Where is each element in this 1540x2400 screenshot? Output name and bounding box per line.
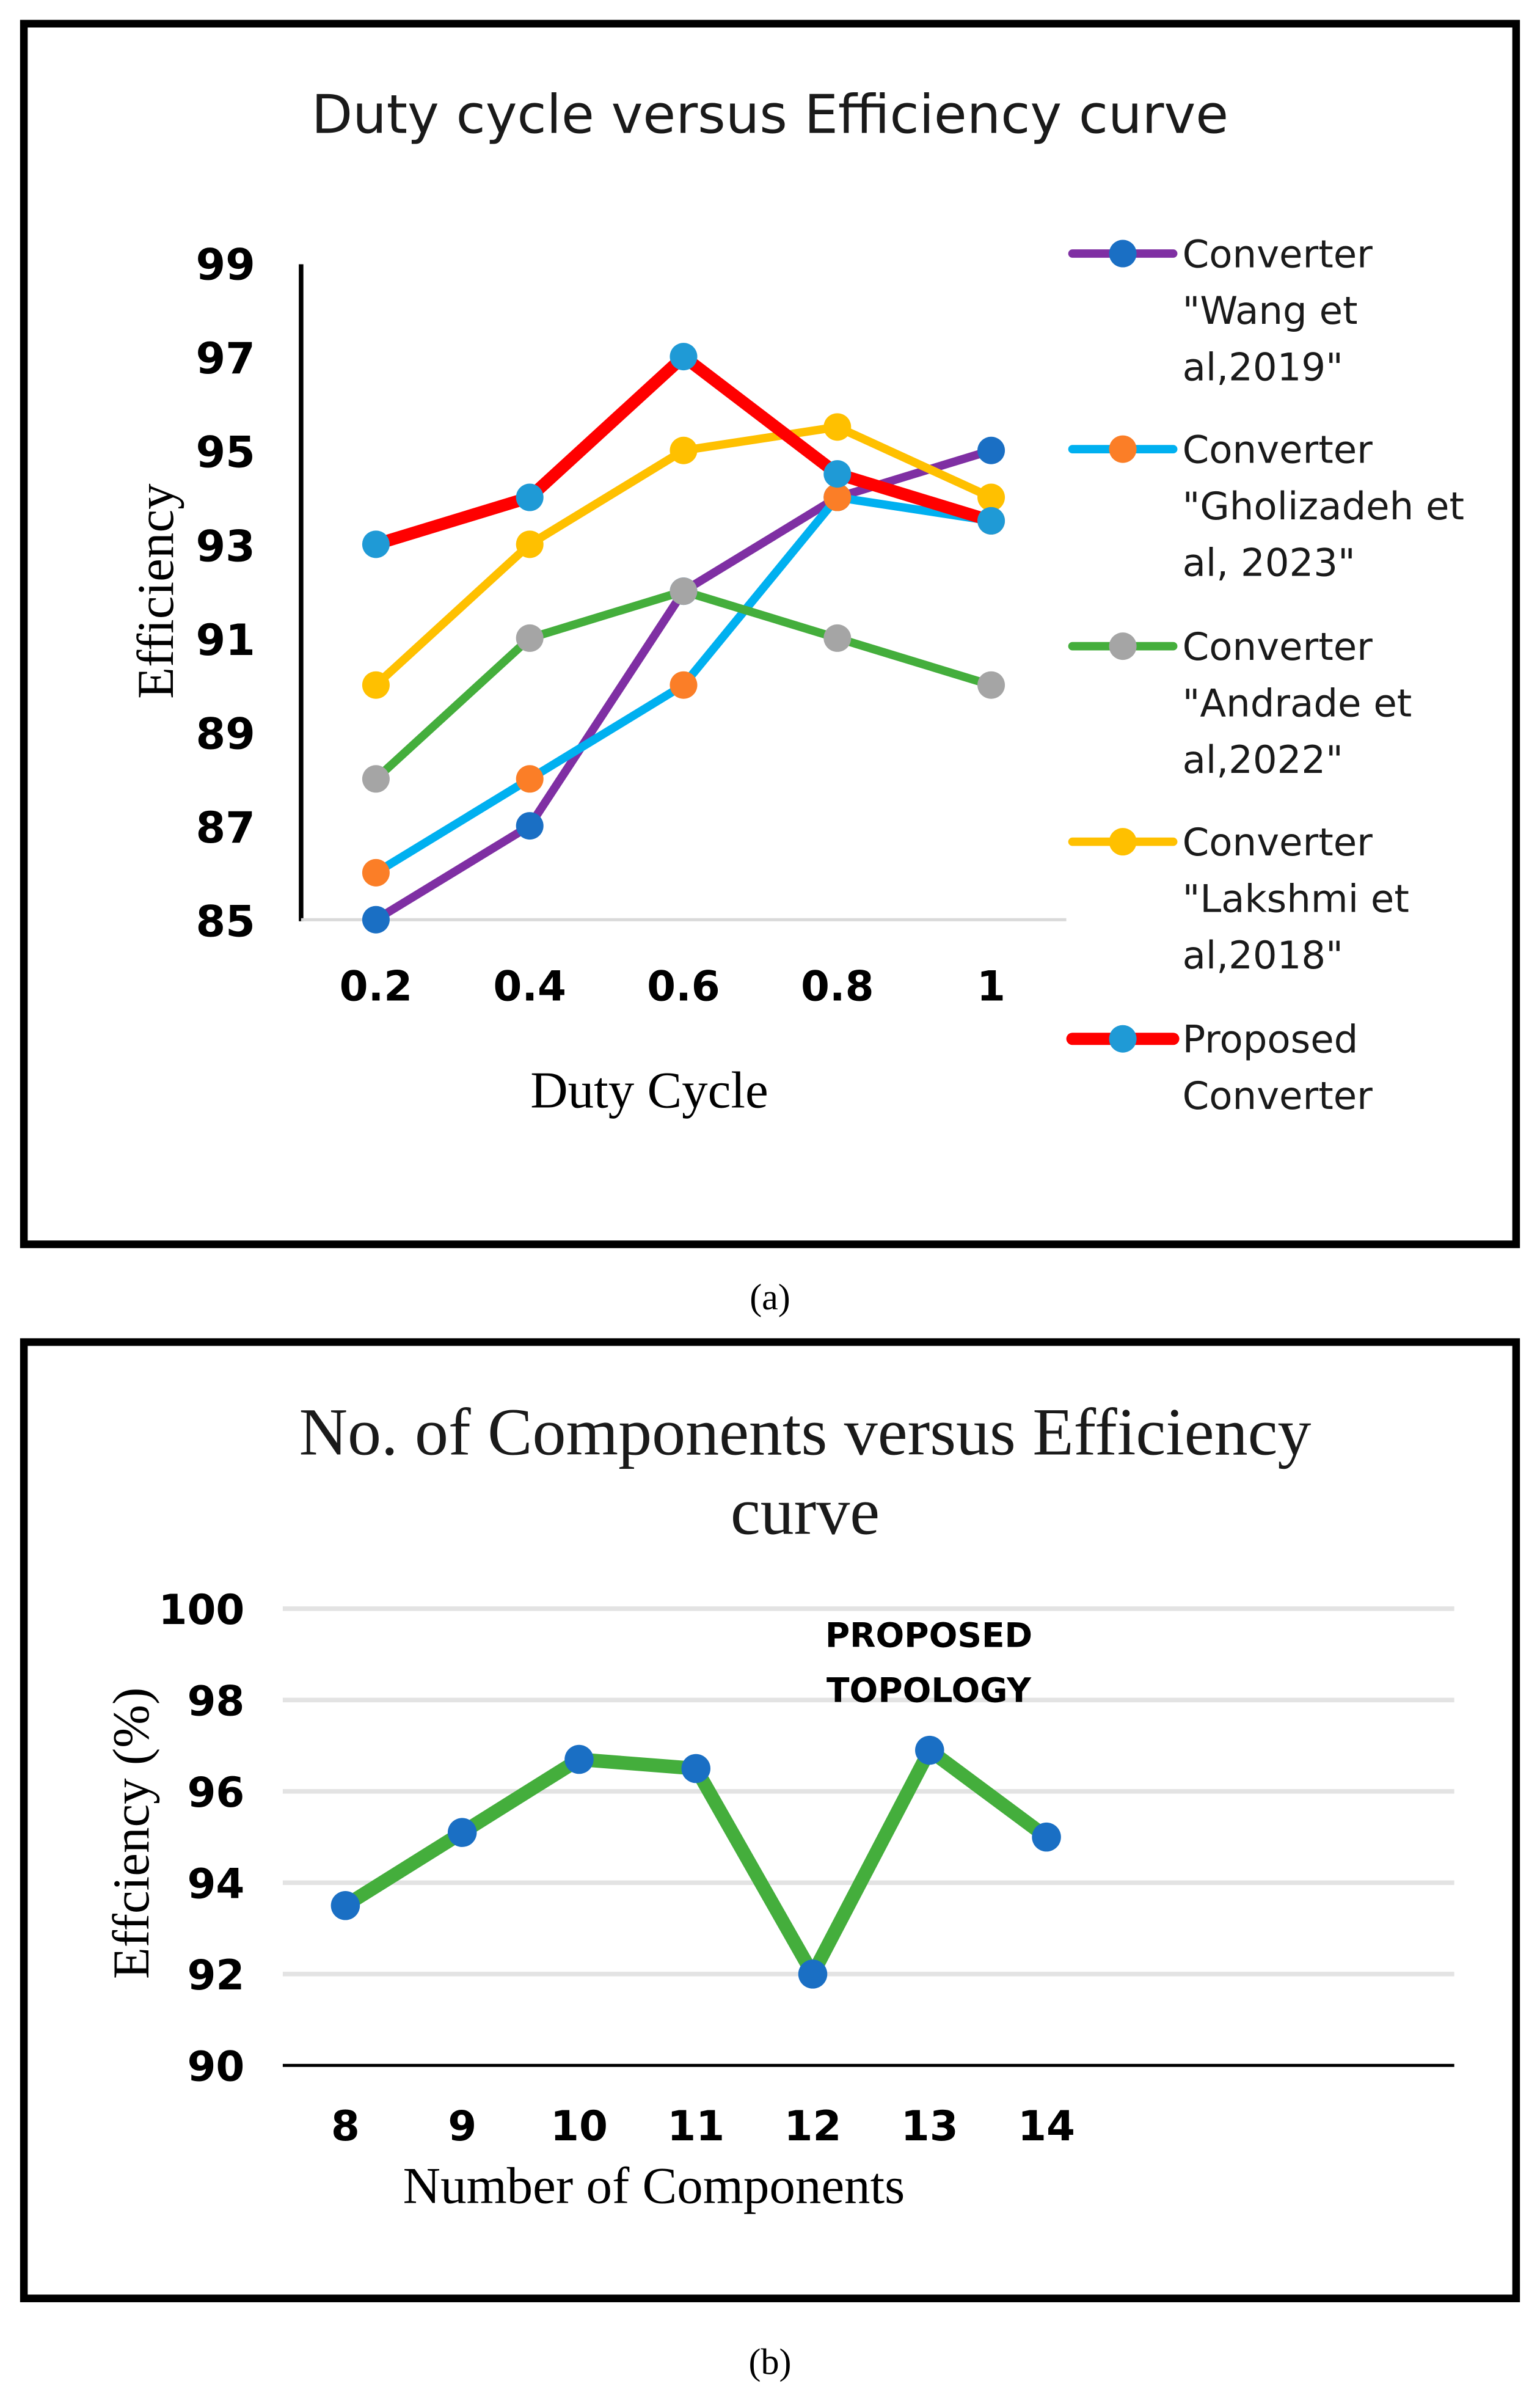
data-point — [823, 483, 852, 511]
data-point — [447, 1818, 477, 1847]
y-tick-label: 100 — [158, 1586, 244, 1634]
x-tick-label: 1 — [977, 962, 1005, 1011]
legend-label: Converter — [1183, 428, 1373, 472]
data-point — [670, 436, 698, 464]
legend-label: al,2022" — [1183, 737, 1343, 782]
data-point — [977, 436, 1005, 464]
data-point — [516, 530, 544, 558]
data-point — [977, 671, 1005, 699]
legend-label: "Lakshmi et — [1183, 877, 1409, 921]
x-tick-label: 8 — [331, 2102, 360, 2150]
x-tick-label: 11 — [667, 2102, 724, 2150]
data-point — [362, 858, 390, 887]
annotation-line-2: TOPOLOGY — [827, 1670, 1032, 1710]
data-point — [362, 905, 390, 934]
x-tick-label: 12 — [784, 2102, 842, 2150]
data-point — [516, 812, 544, 840]
chart-b-title-line-1: No. of Components versus Efficiency — [299, 1394, 1312, 1469]
chart-b: No. of Components versus Efficiency curv… — [20, 1338, 1520, 2302]
x-tick-label: 9 — [448, 2102, 476, 2150]
legend-label: "Andrade et — [1183, 681, 1412, 726]
y-tick-label: 91 — [195, 615, 255, 665]
data-point — [823, 413, 852, 441]
chart-b-frame — [20, 1338, 1520, 2302]
data-point — [798, 1959, 828, 1989]
legend-label: al,2018" — [1183, 933, 1343, 978]
data-point — [516, 624, 544, 652]
y-tick-label: 87 — [195, 803, 255, 853]
chart-b-title-line-2: curve — [731, 1474, 880, 1548]
legend-marker — [1109, 632, 1137, 660]
y-tick-label: 85 — [195, 897, 255, 947]
legend-label: "Wang et — [1183, 288, 1358, 333]
data-point — [915, 1735, 944, 1765]
y-tick-label: 97 — [195, 334, 255, 384]
chart-a-frame — [20, 20, 1520, 1248]
data-point — [516, 483, 544, 511]
data-point — [670, 577, 698, 605]
chart-a: Duty cycle versus Efficiency curve 85 87 8… — [20, 20, 1520, 1248]
data-point — [823, 460, 852, 488]
x-tick-label: 0.6 — [647, 962, 720, 1011]
data-point — [516, 765, 544, 793]
legend-marker — [1109, 240, 1137, 268]
y-tick-label: 90 — [187, 2042, 244, 2090]
legend-label: Converter — [1183, 820, 1373, 865]
legend-label: Proposed — [1183, 1017, 1359, 1062]
legend-label: Converter — [1183, 1074, 1373, 1118]
legend-label: Converter — [1183, 232, 1373, 277]
chart-a-y-label: Efficiency — [127, 483, 184, 699]
legend-marker — [1109, 1025, 1137, 1053]
legend-marker — [1109, 828, 1137, 856]
data-point — [362, 671, 390, 699]
y-tick-label: 94 — [187, 1859, 244, 1908]
x-tick-label: 10 — [550, 2102, 608, 2150]
legend-label: Converter — [1183, 624, 1373, 669]
legend-label: al, 2023" — [1183, 541, 1356, 585]
x-tick-label: 14 — [1018, 2102, 1075, 2150]
data-point — [564, 1744, 594, 1774]
data-point — [670, 343, 698, 371]
data-point — [362, 530, 390, 558]
y-tick-label: 93 — [195, 521, 255, 571]
legend-label: al,2019" — [1183, 345, 1343, 390]
data-point — [977, 483, 1005, 511]
y-tick-label: 92 — [187, 1951, 244, 1999]
chart-a-x-label: Duty Cycle — [530, 1062, 768, 1119]
x-tick-label: 0.8 — [801, 962, 874, 1011]
y-tick-label: 96 — [187, 1768, 244, 1816]
annotation-line-1: PROPOSED — [825, 1615, 1032, 1655]
caption-b: (b) — [749, 2341, 792, 2382]
legend-marker — [1109, 435, 1137, 463]
x-tick-label: 0.2 — [340, 962, 413, 1011]
chart-b-y-label: Effciency (%) — [103, 1688, 160, 1979]
x-tick-label: 13 — [901, 2102, 958, 2150]
x-tick-label: 0.4 — [493, 962, 566, 1011]
chart-a-title: Duty cycle versus Efficiency curve — [312, 84, 1228, 146]
data-point — [823, 624, 852, 652]
y-tick-label: 98 — [187, 1677, 244, 1725]
y-tick-label: 95 — [195, 428, 255, 478]
data-point — [1032, 1822, 1061, 1852]
y-tick-label: 99 — [195, 240, 255, 290]
legend-label: "Gholizadeh et — [1183, 484, 1464, 529]
data-point — [670, 671, 698, 699]
data-point — [681, 1754, 710, 1784]
data-point — [977, 507, 1005, 535]
data-point — [362, 765, 390, 793]
data-point — [330, 1891, 360, 1920]
chart-b-x-label: Number of Components — [403, 2157, 905, 2214]
caption-a: (a) — [750, 1277, 790, 1317]
y-tick-label: 89 — [195, 709, 255, 759]
